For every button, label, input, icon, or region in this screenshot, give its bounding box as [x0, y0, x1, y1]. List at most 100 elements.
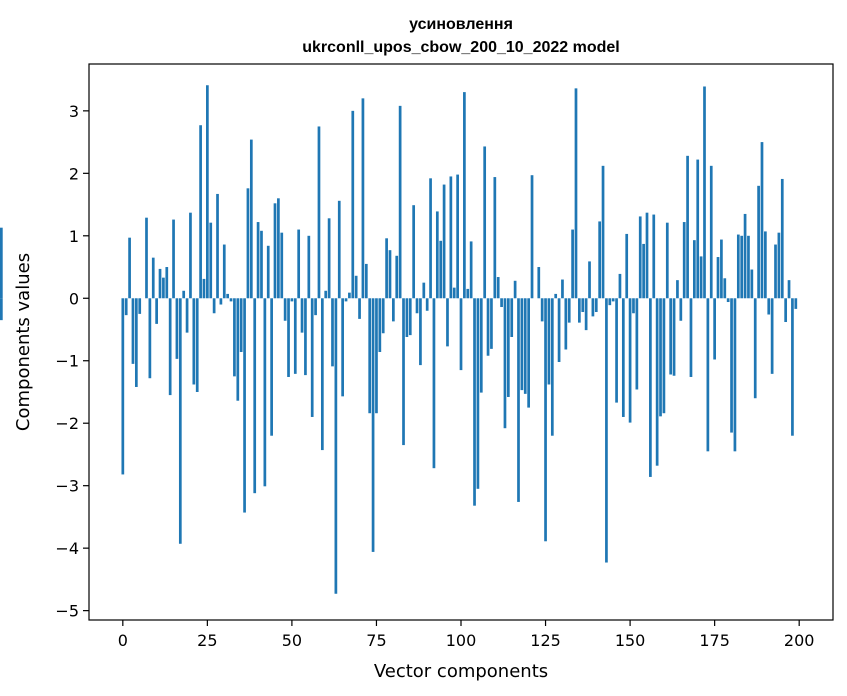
- bar: [128, 237, 131, 299]
- bar: [199, 125, 202, 299]
- bar: [760, 142, 764, 299]
- bar-series: [0, 85, 798, 594]
- bar: [537, 267, 541, 299]
- bar: [263, 298, 267, 487]
- bar: [784, 298, 788, 323]
- bar: [398, 105, 402, 299]
- bar: [594, 298, 598, 313]
- bar: [310, 298, 314, 417]
- bar: [415, 298, 419, 314]
- bar: [239, 298, 243, 352]
- bar: [605, 298, 608, 563]
- bar: [243, 298, 246, 513]
- bar: [520, 298, 524, 391]
- y-tick-label: 2: [69, 164, 79, 183]
- bar: [348, 292, 351, 299]
- bar: [743, 213, 747, 299]
- bar: [446, 298, 449, 347]
- y-axis-label: Components values: [13, 253, 34, 431]
- bar: [412, 205, 416, 299]
- bar: [486, 298, 490, 356]
- bar: [368, 298, 372, 414]
- bar: [723, 278, 727, 299]
- bar: [632, 298, 635, 314]
- bar: [547, 298, 551, 385]
- bar: [787, 280, 791, 299]
- bar: [124, 298, 128, 316]
- bar: [378, 298, 382, 352]
- x-tick-label: 150: [615, 631, 646, 650]
- bar: [151, 257, 155, 299]
- bar: [283, 298, 287, 321]
- bar: [574, 88, 578, 299]
- y-tick-label: −5: [55, 602, 79, 621]
- bar: [158, 268, 162, 299]
- bar: [334, 298, 338, 594]
- bar: [642, 243, 645, 299]
- bar: [131, 298, 135, 364]
- bar: [277, 198, 280, 299]
- bar: [364, 263, 368, 299]
- bar: [162, 277, 165, 299]
- chart-subtitle: ukrconll_upos_cbow_200_10_2022 model: [302, 39, 619, 56]
- bar: [571, 229, 574, 299]
- x-tick-label: 125: [530, 631, 561, 650]
- y-axis-ticks: −5 −4 −3 −2 −1 0 1 2 3: [55, 102, 89, 621]
- bar: [469, 241, 473, 299]
- bar: [222, 244, 226, 299]
- bar: [645, 212, 649, 299]
- bar: [280, 232, 284, 299]
- bar: [720, 239, 723, 299]
- bar: [249, 139, 253, 299]
- bar: [402, 298, 405, 446]
- bar: [435, 211, 439, 299]
- bar: [385, 238, 388, 299]
- bar: [557, 298, 561, 362]
- bar: [260, 230, 263, 299]
- bar: [189, 212, 192, 299]
- bar: [327, 218, 331, 299]
- bar: [456, 174, 459, 299]
- bar: [405, 298, 409, 337]
- bar: [466, 288, 470, 299]
- bar: [774, 244, 777, 299]
- bar: [392, 298, 395, 322]
- bar: [794, 298, 798, 309]
- bar: [601, 165, 605, 299]
- bar: [337, 200, 341, 299]
- bar: [770, 298, 774, 374]
- y-tick-label: −2: [55, 414, 79, 433]
- bar: [317, 126, 321, 299]
- bar: [598, 221, 602, 299]
- bar: [510, 298, 514, 337]
- bar: [581, 298, 585, 313]
- bar: [764, 231, 767, 299]
- bar: [182, 290, 186, 299]
- bar: [202, 278, 206, 299]
- bar: [395, 255, 399, 299]
- bar: [483, 146, 487, 299]
- bar: [304, 298, 307, 376]
- bar: [655, 298, 659, 466]
- x-tick-label: 75: [366, 631, 386, 650]
- bar: [195, 298, 199, 392]
- bar: [676, 280, 679, 299]
- bar: [578, 298, 581, 323]
- bar: [777, 232, 781, 299]
- bar: [662, 298, 666, 414]
- bar: [716, 257, 720, 299]
- bar: [567, 298, 571, 323]
- bar: [148, 298, 152, 379]
- bar: [527, 298, 530, 408]
- bar: [669, 298, 673, 375]
- bar: [665, 222, 669, 299]
- bar: [463, 92, 466, 299]
- bar: [479, 298, 483, 393]
- bar: [564, 298, 568, 350]
- bar: [287, 298, 290, 377]
- bar: [757, 185, 760, 299]
- bar: [726, 298, 730, 303]
- bar: [246, 188, 250, 299]
- bar: [226, 293, 230, 299]
